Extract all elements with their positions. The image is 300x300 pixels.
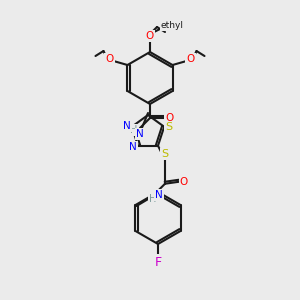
Text: O: O — [186, 54, 195, 64]
Text: H: H — [149, 194, 157, 204]
Text: O: O — [146, 31, 154, 41]
Text: N: N — [155, 190, 163, 200]
Text: N: N — [123, 121, 131, 131]
Text: O: O — [165, 113, 173, 123]
Text: S: S — [166, 122, 173, 132]
Text: H: H — [130, 125, 138, 135]
Text: O: O — [105, 54, 114, 64]
Text: O: O — [180, 177, 188, 187]
Text: N: N — [136, 129, 144, 139]
Text: S: S — [161, 149, 169, 159]
Text: N: N — [129, 142, 137, 152]
Text: ethyl: ethyl — [160, 22, 184, 31]
Text: F: F — [154, 256, 162, 268]
